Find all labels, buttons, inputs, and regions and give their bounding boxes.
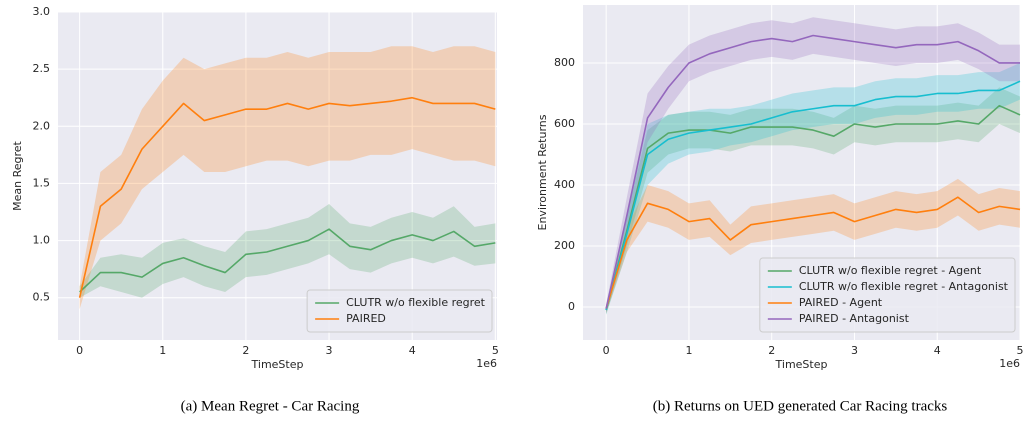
legend-box	[759, 257, 1016, 333]
series-line	[605, 196, 1021, 309]
y-tick-label: 1.0	[33, 234, 51, 247]
x-tick-label: 3	[851, 344, 858, 357]
caption: (a) Mean Regret - Car Racing	[181, 398, 360, 414]
series-line	[79, 228, 496, 293]
y-tick-label: 2.0	[33, 119, 51, 132]
x-tick-label: 0	[76, 344, 83, 357]
confidence-band	[79, 46, 496, 310]
x-tick-label: 1	[159, 344, 166, 357]
series-line	[605, 80, 1021, 311]
legend-label: CLUTR w/o flexible regret	[346, 296, 486, 309]
y-tick-label: 0.5	[33, 291, 51, 304]
y-tick-label: 0	[568, 300, 575, 313]
x-tick-label: 0	[603, 344, 610, 357]
series-line	[605, 34, 1020, 309]
confidence-band	[606, 87, 1020, 315]
x-tick-label: 4	[409, 344, 416, 357]
caption: (b) Returns on UED generated Car Racing …	[653, 398, 948, 414]
y-tick-label: 600	[554, 117, 575, 130]
x-tick-label: 5	[1017, 344, 1024, 357]
legend: CLUTR w/o flexible regret - Agent CLUTR w…	[759, 257, 1016, 333]
y-axis-label: Mean Regret	[11, 140, 24, 210]
x-tick-label: 2	[242, 344, 249, 357]
y-tick-label: 1.5	[33, 176, 51, 189]
series-line	[605, 104, 1021, 311]
x-axis-label: TimeStep	[251, 358, 304, 371]
legend-label: PAIRED - Antagonist	[799, 312, 910, 325]
legend-label: CLUTR w/o flexible regret - Antagonist	[799, 280, 1009, 293]
y-axis-label: Environment Returns	[536, 114, 549, 230]
legend-label: CLUTR w/o flexible regret - Agent	[799, 264, 982, 277]
x-tick-label: 3	[326, 344, 333, 357]
x-axis-label: TimeStep	[775, 358, 828, 371]
plot-background	[58, 12, 497, 340]
y-tick-label: 800	[554, 56, 575, 69]
confidence-band	[79, 204, 496, 298]
legend-label: PAIRED - Agent	[799, 296, 883, 309]
x-tick-label: 1	[685, 344, 692, 357]
legend-label: PAIRED	[346, 312, 386, 325]
confidence-band	[606, 17, 1020, 314]
x-tick-label: 4	[934, 344, 941, 357]
y-tick-label: 3.0	[33, 5, 51, 18]
x-tick-label: 2	[768, 344, 775, 357]
legend: CLUTR w/o flexible regret PAIRED	[306, 289, 493, 333]
x-offset-label: 1e6	[476, 357, 497, 370]
y-tick-label: 200	[554, 239, 575, 252]
confidence-band	[606, 62, 1020, 315]
x-offset-label: 1e6	[999, 357, 1020, 370]
y-tick-label: 400	[554, 178, 575, 191]
legend-box	[306, 289, 493, 333]
y-tick-label: 2.5	[33, 62, 51, 75]
x-tick-label: 5	[492, 344, 499, 357]
series-line	[78, 96, 496, 298]
